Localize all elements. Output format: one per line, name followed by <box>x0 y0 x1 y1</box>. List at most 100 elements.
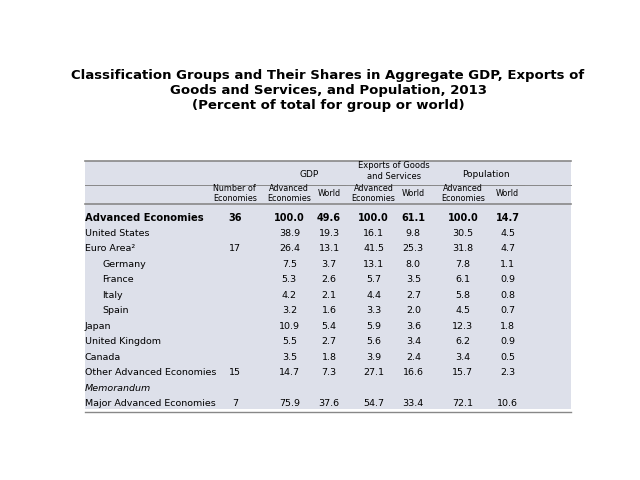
Text: 0.5: 0.5 <box>500 353 515 362</box>
Text: GDP: GDP <box>300 169 319 179</box>
Text: Germany: Germany <box>102 260 146 269</box>
Text: 4.2: 4.2 <box>282 291 297 300</box>
Text: 0.8: 0.8 <box>500 291 515 300</box>
Text: 1.1: 1.1 <box>500 260 515 269</box>
Text: Advanced
Economies: Advanced Economies <box>352 184 396 204</box>
Text: 3.5: 3.5 <box>282 353 297 362</box>
Text: 0.9: 0.9 <box>500 275 515 284</box>
Text: 4.7: 4.7 <box>500 244 515 253</box>
Text: 3.5: 3.5 <box>406 275 421 284</box>
FancyBboxPatch shape <box>85 161 571 409</box>
Text: Number of
Economies: Number of Economies <box>213 184 257 204</box>
Text: 5.8: 5.8 <box>456 291 470 300</box>
Text: 38.9: 38.9 <box>279 228 300 238</box>
Text: 37.6: 37.6 <box>319 399 340 408</box>
Text: 31.8: 31.8 <box>452 244 474 253</box>
Text: Population: Population <box>461 169 509 179</box>
Text: 25.3: 25.3 <box>403 244 424 253</box>
Text: 54.7: 54.7 <box>363 399 384 408</box>
Text: 3.2: 3.2 <box>282 306 297 315</box>
Text: 6.1: 6.1 <box>456 275 470 284</box>
Text: 10.9: 10.9 <box>279 322 300 331</box>
Text: 5.9: 5.9 <box>366 322 381 331</box>
Text: 5.7: 5.7 <box>366 275 381 284</box>
Text: 1.6: 1.6 <box>321 306 337 315</box>
Text: Memorandum: Memorandum <box>85 384 151 393</box>
Text: United States: United States <box>85 228 150 238</box>
Text: 36: 36 <box>228 213 241 223</box>
Text: 72.1: 72.1 <box>452 399 474 408</box>
Text: 1.8: 1.8 <box>500 322 515 331</box>
Text: 5.3: 5.3 <box>282 275 297 284</box>
Text: 0.9: 0.9 <box>500 337 515 347</box>
Text: 13.1: 13.1 <box>319 244 340 253</box>
Text: 2.7: 2.7 <box>321 337 337 347</box>
Text: 7.8: 7.8 <box>456 260 470 269</box>
Text: 2.6: 2.6 <box>321 275 337 284</box>
Text: 16.6: 16.6 <box>403 368 424 377</box>
Text: 2.7: 2.7 <box>406 291 421 300</box>
Text: 12.3: 12.3 <box>452 322 474 331</box>
Text: 0.7: 0.7 <box>500 306 515 315</box>
Text: 2.3: 2.3 <box>500 368 515 377</box>
Text: 33.4: 33.4 <box>403 399 424 408</box>
Text: Spain: Spain <box>102 306 129 315</box>
Text: Major Advanced Economies: Major Advanced Economies <box>85 399 216 408</box>
Text: 2.1: 2.1 <box>321 291 337 300</box>
Text: 61.1: 61.1 <box>401 213 426 223</box>
Text: 9.8: 9.8 <box>406 228 421 238</box>
Text: 5.4: 5.4 <box>321 322 337 331</box>
Text: Japan: Japan <box>85 322 111 331</box>
Text: 100.0: 100.0 <box>358 213 389 223</box>
Text: 2.0: 2.0 <box>406 306 421 315</box>
Text: 4.5: 4.5 <box>456 306 470 315</box>
Text: 5.5: 5.5 <box>282 337 297 347</box>
Text: 41.5: 41.5 <box>363 244 384 253</box>
Text: 26.4: 26.4 <box>279 244 300 253</box>
Text: 8.0: 8.0 <box>406 260 421 269</box>
Text: Advanced Economies: Advanced Economies <box>85 213 204 223</box>
Text: 15.7: 15.7 <box>452 368 474 377</box>
Text: World: World <box>496 189 519 198</box>
Text: 3.3: 3.3 <box>366 306 381 315</box>
Text: Advanced
Economies: Advanced Economies <box>268 184 311 204</box>
Text: Other Advanced Economies: Other Advanced Economies <box>85 368 216 377</box>
Text: 49.6: 49.6 <box>317 213 341 223</box>
Text: 100.0: 100.0 <box>447 213 478 223</box>
Text: 100.0: 100.0 <box>274 213 305 223</box>
Text: 10.6: 10.6 <box>497 399 518 408</box>
Text: 5.6: 5.6 <box>366 337 381 347</box>
Text: 15: 15 <box>228 368 241 377</box>
Text: 14.7: 14.7 <box>279 368 300 377</box>
Text: 1.8: 1.8 <box>321 353 337 362</box>
Text: 13.1: 13.1 <box>363 260 384 269</box>
Text: 3.4: 3.4 <box>455 353 470 362</box>
Text: 3.7: 3.7 <box>321 260 337 269</box>
Text: 2.4: 2.4 <box>406 353 421 362</box>
Text: Advanced
Economies: Advanced Economies <box>441 184 485 204</box>
Text: 3.6: 3.6 <box>406 322 421 331</box>
Text: United Kingdom: United Kingdom <box>85 337 161 347</box>
Text: 4.5: 4.5 <box>500 228 515 238</box>
Text: Canada: Canada <box>85 353 121 362</box>
Text: 75.9: 75.9 <box>279 399 300 408</box>
Text: 30.5: 30.5 <box>452 228 474 238</box>
Text: France: France <box>102 275 134 284</box>
Text: 14.7: 14.7 <box>495 213 520 223</box>
Text: 27.1: 27.1 <box>363 368 384 377</box>
Text: 6.2: 6.2 <box>456 337 470 347</box>
Text: 7.5: 7.5 <box>282 260 297 269</box>
Text: Classification Groups and Their Shares in Aggregate GDP, Exports of
Goods and Se: Classification Groups and Their Shares i… <box>72 69 584 112</box>
Text: 19.3: 19.3 <box>319 228 340 238</box>
Text: 16.1: 16.1 <box>363 228 384 238</box>
Text: 3.4: 3.4 <box>406 337 421 347</box>
Text: World: World <box>402 189 425 198</box>
Text: World: World <box>317 189 340 198</box>
Text: 3.9: 3.9 <box>366 353 381 362</box>
Text: Italy: Italy <box>102 291 123 300</box>
Text: 7.3: 7.3 <box>321 368 337 377</box>
Text: 4.4: 4.4 <box>366 291 381 300</box>
Text: 17: 17 <box>228 244 241 253</box>
Text: Euro Area²: Euro Area² <box>85 244 135 253</box>
Text: 7: 7 <box>232 399 237 408</box>
